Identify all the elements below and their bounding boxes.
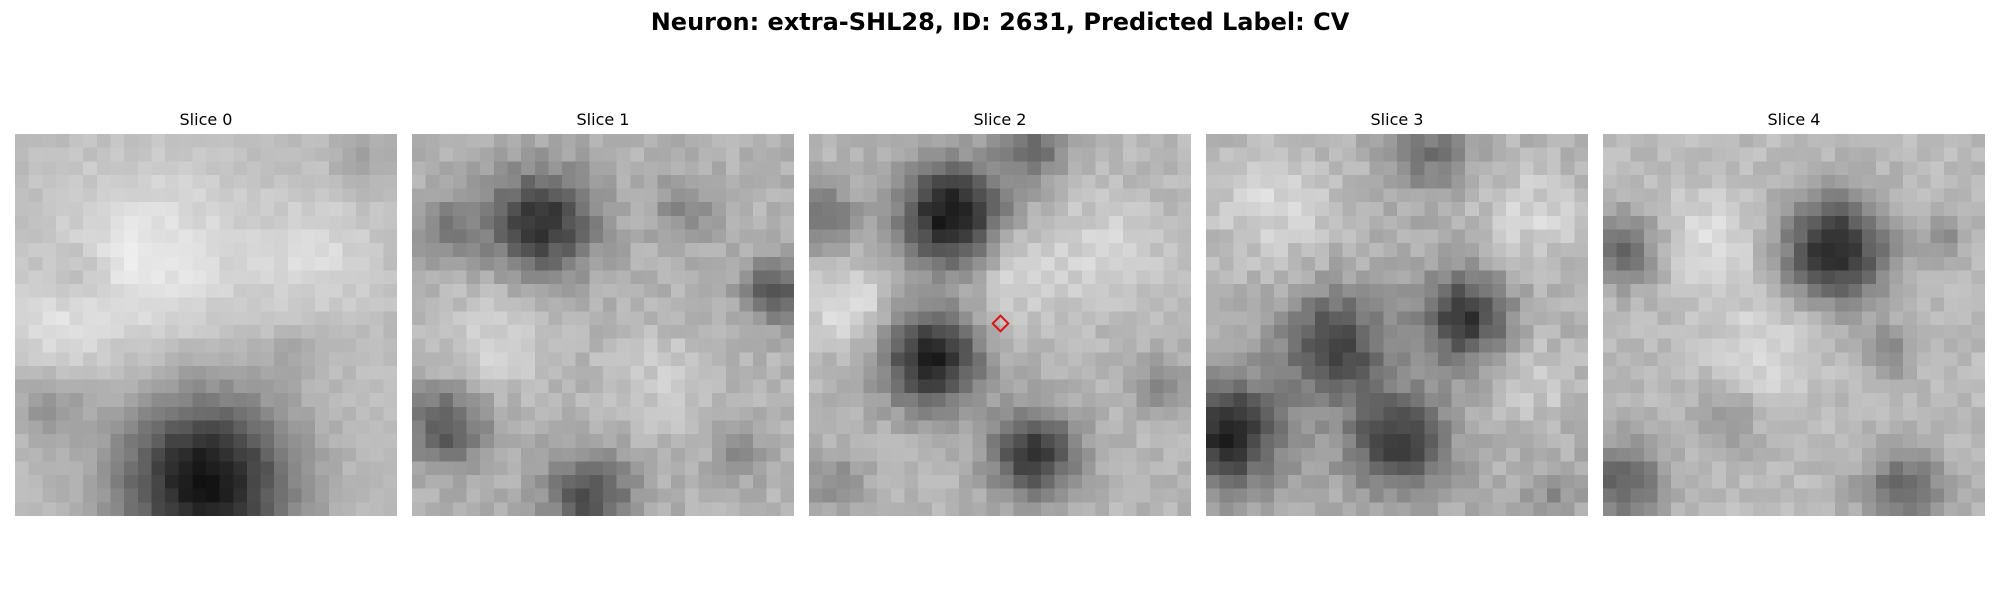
slice-title: Slice 0 bbox=[179, 110, 233, 129]
slice-title: Slice 1 bbox=[576, 110, 630, 129]
slice-title: Slice 4 bbox=[1767, 110, 1821, 129]
slice-panel-4: Slice 4 bbox=[1603, 108, 1985, 516]
slice-title: Slice 2 bbox=[973, 110, 1027, 129]
slice-panel-1: Slice 1 bbox=[412, 108, 794, 516]
slice-panel-2: Slice 2 bbox=[809, 108, 1191, 516]
slice-image-2 bbox=[809, 134, 1191, 516]
slice-panel-3: Slice 3 bbox=[1206, 108, 1588, 516]
slice-image-0 bbox=[15, 134, 397, 516]
slice-image-4 bbox=[1603, 134, 1985, 516]
slice-image-3 bbox=[1206, 134, 1588, 516]
slice-image-1 bbox=[412, 134, 794, 516]
slice-title: Slice 3 bbox=[1370, 110, 1424, 129]
figure-title: Neuron: extra-SHL28, ID: 2631, Predicted… bbox=[650, 8, 1350, 36]
slice-panel-0: Slice 0 bbox=[15, 108, 397, 516]
